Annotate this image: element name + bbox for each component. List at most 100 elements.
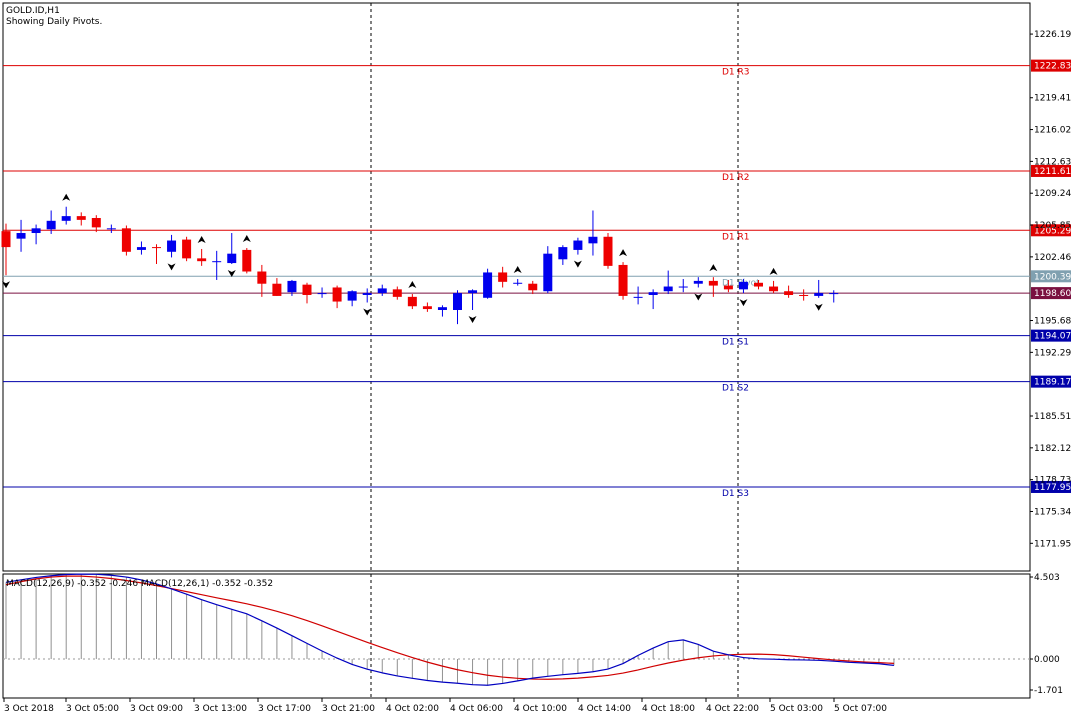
time-tick-label: 3 Oct 13:00 [194,704,247,714]
candle-body [152,247,161,249]
price-tick-label: 1171.95 [1034,539,1071,549]
fractal-down-arrow [694,293,703,301]
candle-body [1,231,11,248]
price-tick-label: 1209.24 [1034,189,1071,199]
candle-body [182,239,192,259]
candle-body [754,282,763,287]
macd-label: MACD(12,26,9) -0.352 -0.246 MACD(12,26,1… [6,579,273,589]
fractal-up-arrow [62,193,71,201]
pivot-label: D1 R1 [722,232,750,242]
candle-body [483,272,493,298]
candle-body [31,228,41,234]
candle-body [106,228,116,230]
fractal-down-arrow [814,303,823,311]
candle-body [784,291,794,295]
candle-body [723,285,733,290]
symbol-title: GOLD.ID,H1 [6,6,60,16]
candle-body [76,216,86,220]
candle-body [708,280,718,286]
candle-body [663,286,673,292]
fractal-down-arrow [468,316,477,324]
fractal-layer [2,193,823,324]
time-tick-label: 3 Oct 09:00 [130,704,183,714]
pivot-label: D1 R2 [722,173,750,183]
candle-body [498,272,508,282]
price-tick-label: 1205.85 [1034,221,1071,231]
candle-body [678,286,688,288]
pivot-price-tag [1031,59,1071,72]
candle-body [543,253,553,292]
price-panel-frame [2,2,1031,572]
candle-body [573,240,583,250]
macd-layer: 4.503 0.000 -1.701 [3,573,1063,696]
time-tick-label: 3 Oct 21:00 [322,704,375,714]
candle-body [437,307,447,311]
macd-tick-label: -1.701 [1034,686,1063,696]
price-tick-label: 1185.51 [1034,412,1071,422]
time-tick-label: 4 Oct 06:00 [450,704,503,714]
current-price-tag [1031,287,1071,300]
fractal-up-arrow [513,266,522,274]
fractal-down-arrow [573,260,582,268]
candle-body [829,293,839,295]
candle-body [227,253,237,264]
candle-body [302,284,312,295]
pivot-price-tag [1031,480,1071,493]
time-tick-label: 4 Oct 14:00 [578,704,631,714]
price-tick-label: 1192.29 [1034,348,1071,358]
grid-layer [370,3,739,698]
candle-body [257,271,267,284]
time-tick-label: 4 Oct 02:00 [386,704,439,714]
pivot-price-tag [1031,224,1071,237]
pivot-price-tag [1031,329,1071,342]
time-tick-label: 3 Oct 17:00 [258,704,311,714]
candle-body [287,280,297,293]
indicator-subtitle: Showing Daily Pivots. [6,17,102,27]
candle-body [136,247,146,250]
price-tick-label: 1216.02 [1034,126,1071,136]
candle-body [242,249,252,272]
fractal-up-arrow [197,235,206,243]
pivot-price-tag-text: 1205.29 [1034,226,1071,236]
price-tick-label: 1202.46 [1034,253,1071,263]
fractal-up-arrow [709,264,718,272]
candle-body [588,236,598,244]
candle-body [648,292,658,295]
pivot-price-tag-text: 1211.61 [1034,167,1071,177]
price-tick-label: 1175.34 [1034,507,1071,517]
fractal-down-arrow [739,299,748,307]
pivot-price-tag-text: 1189.17 [1034,378,1071,388]
current-price-tag-text: 1198.60 [1034,289,1071,299]
macd-signal-line [5,575,894,680]
candle-body [528,283,538,291]
candle-body [468,290,478,294]
fractal-up-arrow [408,281,417,289]
pivot-price-tag-text: 1222.83 [1034,62,1071,72]
fractal-down-arrow [2,281,10,289]
price-tick-label: 1212.63 [1034,157,1071,167]
candle-body [603,236,613,266]
time-tick-label: 5 Oct 07:00 [834,704,887,714]
macd-panel: 4.503 0.000 -1.701 MACD(12,26,9) -0.352 -0… [2,573,1063,699]
fractal-down-arrow [167,263,176,271]
candle-body [121,228,131,252]
fractal-down-arrow [227,269,236,277]
pivot-label: D1 S1 [722,338,749,348]
price-tick-label: 1219.41 [1034,94,1071,104]
candle-body [212,261,222,263]
candle-body [16,233,26,239]
pivot-price-tag [1031,270,1071,283]
time-tick-label: 4 Oct 18:00 [642,704,695,714]
price-tick-label: 1182.12 [1034,444,1071,454]
macd-tick-label: 4.503 [1034,573,1060,583]
candle-body [197,258,207,262]
candle-body [453,293,462,311]
time-tick-label: 4 Oct 10:00 [514,704,567,714]
pivot-label: D1 S3 [722,489,749,499]
pivot-label: D1 R3 [722,68,750,78]
pivot-price-tag-text: 1194.07 [1034,332,1071,342]
macd-panel-frame [2,573,1031,699]
candle-body [633,296,643,298]
pivot-price-tag-text: 1200.39 [1034,272,1071,282]
